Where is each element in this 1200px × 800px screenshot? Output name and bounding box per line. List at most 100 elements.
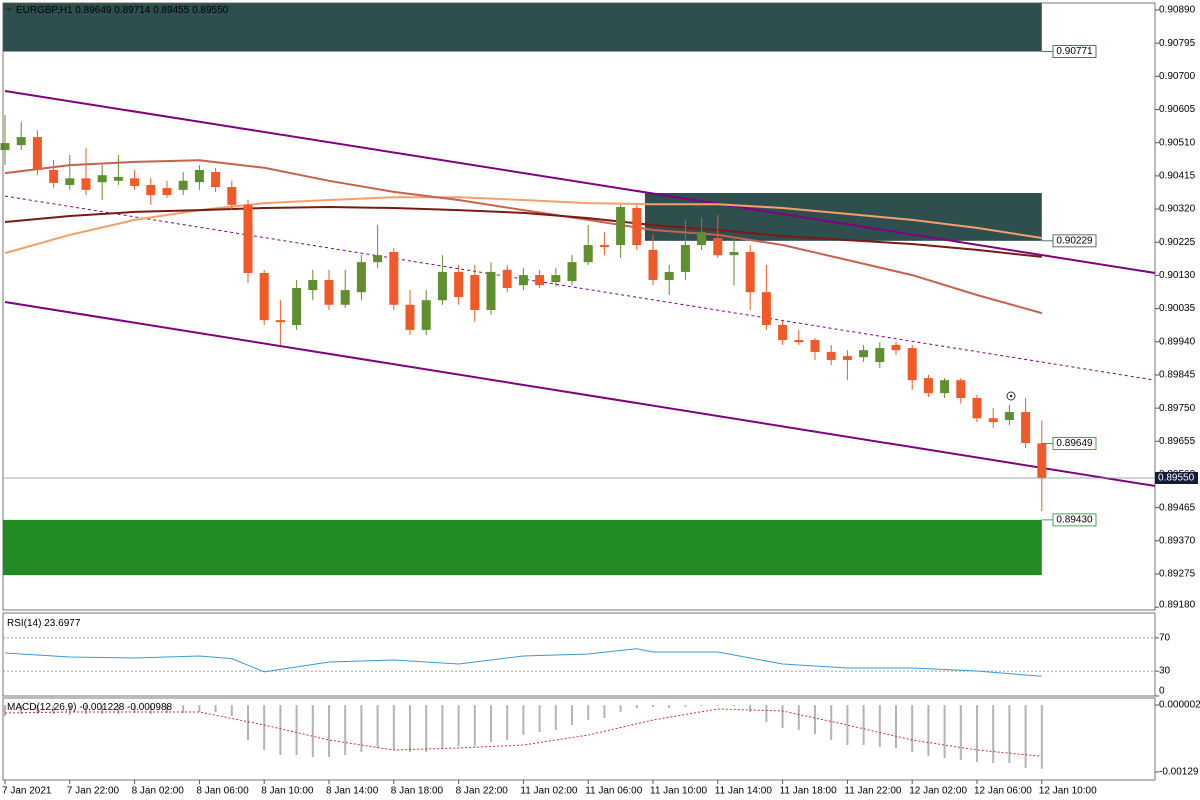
candle-body [923,378,933,394]
y-tick-label: 0.90225 [1159,237,1196,248]
candle-body [713,238,723,256]
macd-bar [166,705,168,713]
candle-body [940,380,950,394]
candle-body [194,169,204,183]
price-zone [644,192,1042,241]
candle-body [275,320,285,323]
macd-bar [1008,705,1011,763]
macd-bar [473,705,476,746]
macd-bar [441,705,444,748]
pane-title-name: RSI(14) [7,618,41,629]
candle-body [875,348,885,363]
macd-bar [506,705,509,741]
level-label-box [1052,45,1097,58]
level-label-box [1052,234,1097,248]
x-tick-label: 8 Jan 02:00 [132,786,185,797]
macd-bar [182,705,185,713]
macd-bar [846,705,849,745]
pane-title: RSI(14) 23.6977 [7,618,81,629]
macd-bar [684,705,687,708]
macd-bar [522,705,525,735]
candle-body [907,348,917,381]
macd-bar [700,705,703,706]
candle-body [65,178,75,185]
macd-bar [85,705,87,715]
level-label: 0.90229 [1056,235,1093,246]
y-tick-label: 30 [1159,666,1171,677]
candle-body [680,245,690,272]
level-label: 0.89649 [1056,438,1093,449]
candle-body [1004,411,1014,421]
y-tick-label: 0.90510 [1159,137,1196,148]
candle-body [292,287,302,326]
candle-body [389,252,399,305]
candle-body [761,292,771,326]
macd-bar [198,705,201,713]
macd-bar [571,705,573,726]
macd-bar [878,705,881,748]
candle-body [259,272,269,321]
candle-body [340,290,350,305]
macd-bar [538,705,541,733]
x-tick-label: 11 Jan 06:00 [585,786,643,797]
macd-bar [4,705,6,716]
macd-bar [263,705,266,751]
y-tick-label: 0.89275 [1159,569,1196,580]
candle-body [356,262,366,293]
y-tick-label: 0.89465 [1159,502,1196,513]
x-tick-label: 11 Jan 22:00 [844,786,902,797]
pane-title-value: -0.001228 [79,702,124,713]
y-tick-label: 0.89940 [1159,336,1196,347]
macd-bar [328,705,330,758]
macd-bar [376,705,379,748]
y-tick-label: 0.90320 [1159,204,1196,215]
y-tick-label: -0.00129 [1159,767,1199,778]
macd-bar [895,705,897,748]
candle-body [648,249,658,280]
macd-bar [814,705,816,734]
candle-body [567,262,577,282]
macd-bar [409,705,411,752]
macd-bar [554,705,557,731]
macd-bar [911,705,914,752]
rsi-line [4,648,1042,677]
price-zone [3,519,1042,576]
level-label-box [1052,513,1097,527]
macd-bar [133,705,136,713]
y-tick-label: 0.90795 [1159,38,1196,49]
macd-bar [797,705,800,731]
macd-bar [765,705,768,723]
macd-bar [927,705,930,756]
candle-body [859,350,869,358]
macd-bar [862,705,865,745]
pane-frame [2,697,1156,781]
candle-body [32,137,42,170]
x-tick-label: 8 Jan 22:00 [456,786,509,797]
price-zone [3,3,1042,52]
macd-bar [52,705,55,715]
x-tick-label: 11 Jan 10:00 [650,786,708,797]
macd-bar [117,705,120,715]
candle-body [826,351,836,360]
candle-body [130,178,140,187]
candle-body [486,271,496,310]
symbol-menu-arrow[interactable] [6,8,12,12]
y-tick-label: 0.90890 [1159,5,1196,16]
level-label: 0.90771 [1056,46,1093,57]
macd-bar [279,705,282,756]
y-tick-label: 0.89845 [1159,370,1196,381]
x-tick-label: 11 Jan 14:00 [715,786,773,797]
candle-body [745,252,755,293]
macd-bar [295,705,298,756]
moving-average [4,196,1042,255]
macd-bar [830,705,833,741]
candle-body [178,180,188,190]
moving-average [4,159,1043,315]
chart-header: EURGBP,H1 0.89649 0.89714 0.89455 0.8955… [16,5,229,16]
macd-bar [959,705,962,760]
macd-bar [716,705,719,706]
y-tick-label: 0.89180 [1159,600,1196,611]
candle-body [454,271,464,298]
